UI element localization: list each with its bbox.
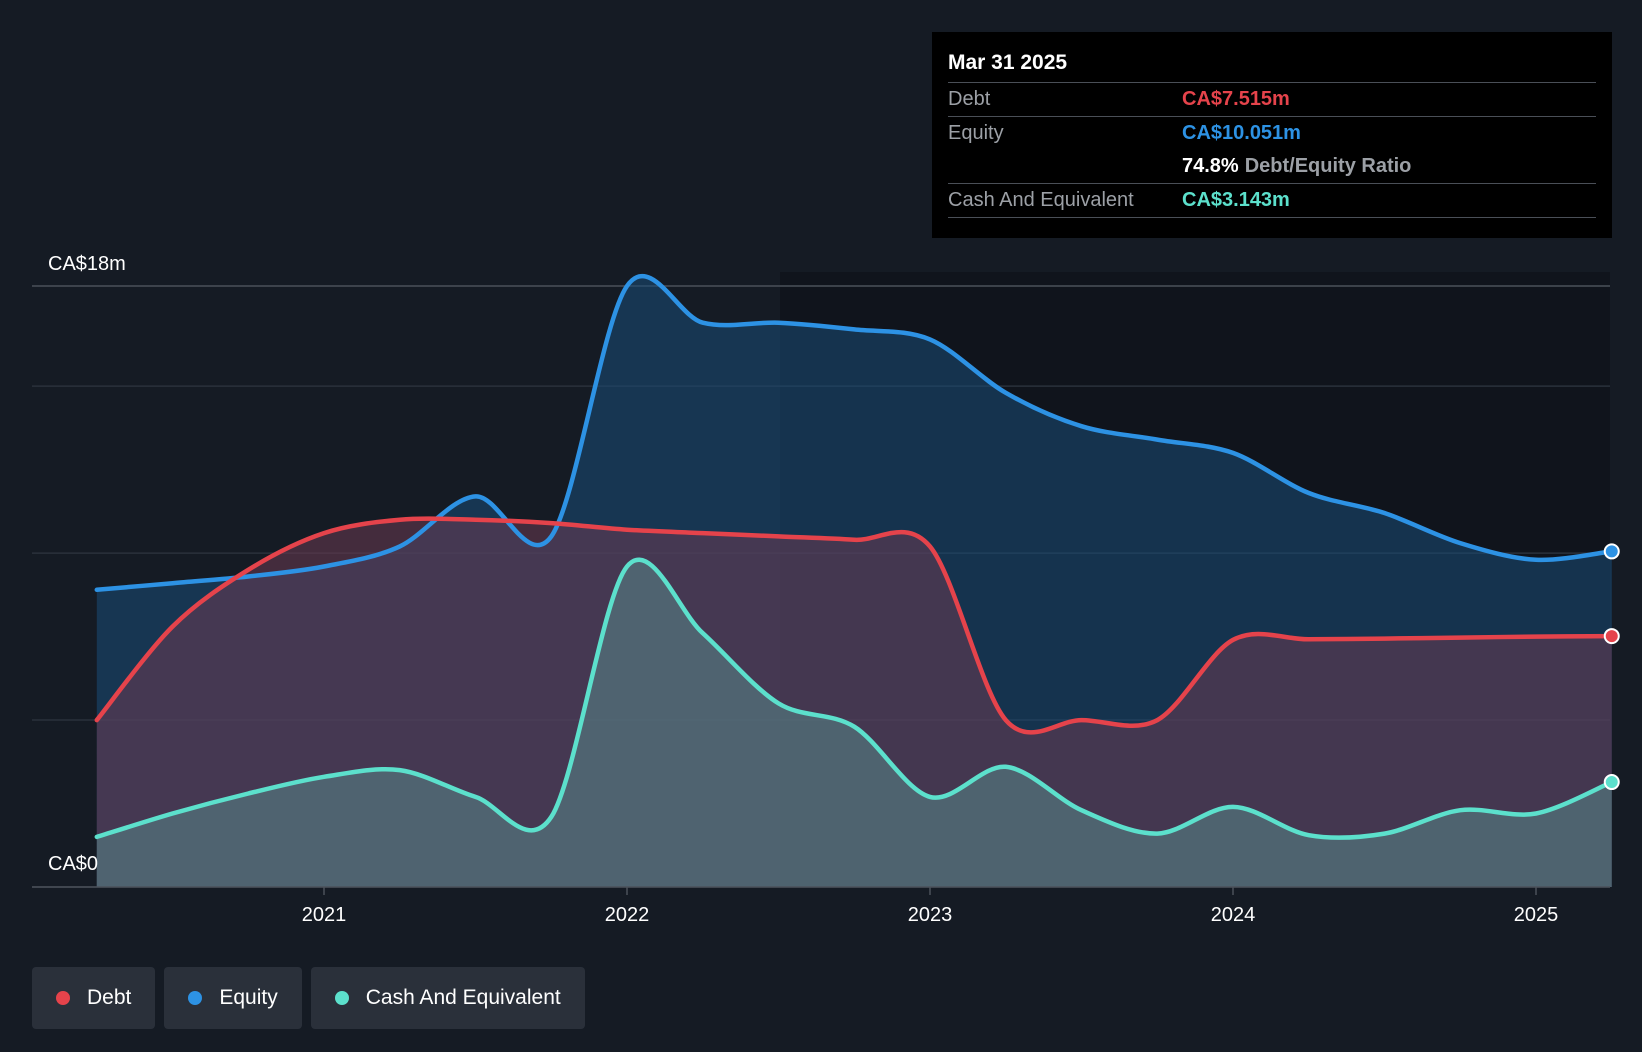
legend-label-debt: Debt: [87, 986, 132, 1009]
series-end-markers: [1603, 543, 1620, 791]
legend-label-equity: Equity: [219, 986, 278, 1009]
x-tick-label: 2024: [1211, 904, 1256, 926]
tooltip-equity-value: CA$10.051m: [1182, 122, 1301, 144]
line-debt: [94, 516, 1615, 735]
x-tick-label: 2025: [1514, 904, 1559, 926]
tooltip-cash-value: CA$3.143m: [1182, 189, 1290, 211]
x-axis-ticks: 2021 2022 2023 2024 2025: [302, 887, 1559, 926]
x-tick-label: 2022: [605, 904, 650, 926]
marker-cash: [1603, 774, 1620, 791]
tooltip-ratio-label: Debt/Equity Ratio: [1244, 155, 1412, 177]
tooltip-ratio-value: 74.8%: [1182, 155, 1239, 177]
tooltip-debt-value: CA$7.515m: [1182, 88, 1290, 110]
area-cash: [96, 559, 1612, 887]
legend-dot-equity-icon: [188, 991, 203, 1005]
tooltip-debt-row: Debt CA$7.515m: [948, 82, 1596, 116]
data-tooltip: Mar 31 2025 Debt CA$7.515m Equity CA$10.…: [932, 32, 1612, 238]
legend-dot-cash-icon: [334, 991, 349, 1005]
legend-item-equity[interactable]: Equity: [164, 967, 302, 1029]
tooltip-cash-label: Cash And Equivalent: [948, 189, 1134, 211]
y-axis-top-label: CA$18m: [48, 253, 126, 275]
legend-item-cash[interactable]: Cash And Equivalent: [310, 967, 585, 1029]
legend-item-debt[interactable]: Debt: [32, 967, 156, 1029]
chart-legend: Debt Equity Cash And Equivalent: [32, 967, 585, 1029]
series-lines: [94, 274, 1615, 840]
tooltip-cash-row: Cash And Equivalent CA$3.143m: [948, 183, 1596, 218]
legend-label-cash: Cash And Equivalent: [365, 986, 561, 1009]
legend-dot-debt-icon: [56, 991, 70, 1005]
marker-debt: [1603, 628, 1620, 645]
line-cash: [94, 557, 1615, 840]
tooltip-ratio-row: 74.8% Debt/Equity Ratio: [948, 150, 1596, 183]
x-tick-label: 2021: [302, 904, 347, 926]
tooltip-debt-label: Debt: [948, 88, 991, 110]
marker-equity: [1603, 543, 1620, 560]
tooltip-date: Mar 31 2025: [948, 51, 1068, 74]
y-axis-bottom-label: CA$0: [48, 853, 98, 875]
line-equity: [94, 274, 1615, 593]
x-tick-label: 2023: [908, 904, 953, 926]
tooltip-equity-row: Equity CA$10.051m: [948, 116, 1596, 150]
tooltip-equity-label: Equity: [948, 122, 1004, 144]
